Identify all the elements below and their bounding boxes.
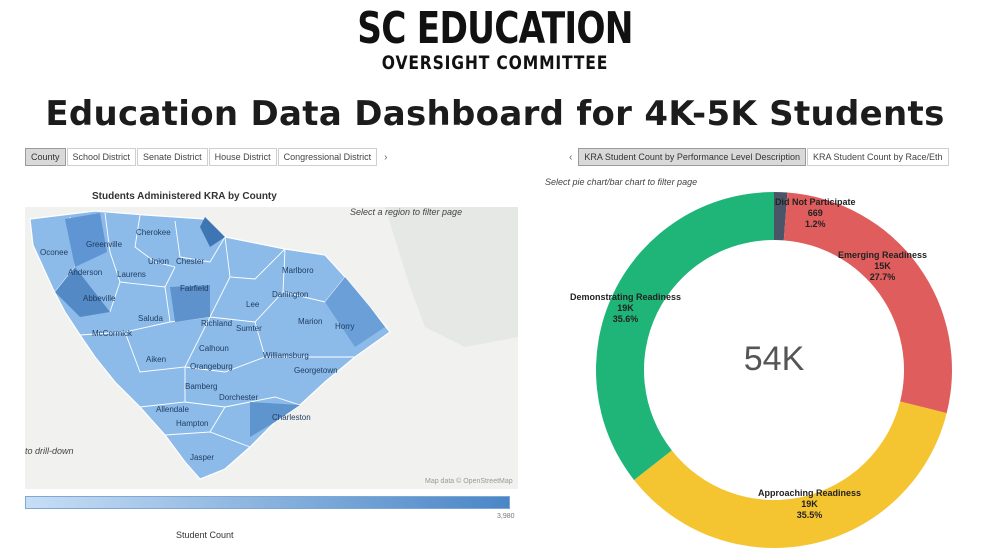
slice-label-demonstrating-readiness: Demonstrating Readiness 19K 35.6% [570, 292, 681, 325]
slice-label-name: Demonstrating Readiness [570, 292, 682, 302]
county-label-saluda: Saluda [138, 314, 163, 323]
tab-county[interactable]: County [25, 148, 66, 166]
logo-line-1: SC EDUCATION [357, 3, 633, 54]
county-label-marlboro: Marlboro [282, 266, 314, 275]
tab-house-district[interactable]: House District [208, 148, 277, 166]
county-label-horry: Horry [335, 322, 355, 331]
slice-label-percent: 35.5% [796, 510, 823, 520]
slice-label-count: 19K [801, 499, 818, 509]
south-carolina-shape [29, 210, 391, 480]
map-attribution: Map data © OpenStreetMap [425, 478, 513, 485]
county-label-charleston: Charleston [272, 413, 311, 422]
county-label-chester: Chester [176, 257, 205, 266]
county-richland-shade [170, 285, 210, 322]
tabs-next-arrow-icon[interactable]: › [384, 151, 388, 163]
logo-line-2: OVERSIGHT COMMITTEE [381, 52, 609, 74]
slice-label-name: Did Not Participate [775, 197, 856, 207]
tab-kra-by-race[interactable]: KRA Student Count by Race/Eth [806, 148, 949, 166]
drill-down-hint: to drill-down [25, 446, 74, 456]
pie-filter-hint: Select pie chart/bar chart to filter pag… [545, 177, 698, 187]
slice-label-emerging-readiness: Emerging Readiness 15K 27.7% [838, 250, 927, 283]
county-label-cherokee: Cherokee [136, 228, 171, 237]
slice-label-count: 15K [874, 261, 891, 271]
slice-label-did-not-participate: Did Not Participate 669 1.2% [775, 197, 856, 230]
map-title: Students Administered KRA by County [92, 191, 277, 202]
sc-education-logo: SC EDUCATION OVERSIGHT COMMITTEE [0, 3, 990, 75]
county-label-mccormick: McCormick [92, 329, 132, 338]
county-label-union: Union [148, 257, 169, 266]
county-label-williamsburg: Williamsburg [263, 351, 309, 360]
performance-level-donut-chart[interactable] [590, 186, 958, 550]
county-label-darlington: Darlington [272, 290, 309, 299]
tab-senate-district[interactable]: Senate District [137, 148, 208, 166]
county-label-dorchester: Dorchester [219, 393, 259, 402]
legend-max-value: 3,980 [497, 513, 515, 520]
county-horry-shade [325, 277, 385, 347]
county-label-sumter: Sumter [236, 324, 262, 333]
county-label-fairfield: Fairfield [180, 284, 209, 293]
county-map[interactable] [25, 207, 518, 489]
county-label-calhoun: Calhoun [199, 344, 229, 353]
county-label-anderson: Anderson [68, 268, 103, 277]
donut-slice-approaching-readiness[interactable] [634, 401, 947, 548]
county-label-laurens: Laurens [117, 270, 146, 279]
county-label-georgetown: Georgetown [294, 366, 338, 375]
county-label-richland: Richland [201, 319, 233, 328]
slice-label-percent: 27.7% [869, 272, 896, 282]
slice-label-count: 669 [807, 208, 823, 218]
county-label-oconee: Oconee [40, 248, 69, 257]
donut-center-total: 54K [743, 340, 805, 378]
legend-label: Student Count [176, 530, 234, 540]
county-charleston-shade [250, 402, 300, 437]
map-filter-hint: Select a region to filter page [350, 207, 463, 217]
county-label-bamberg: Bamberg [185, 382, 218, 391]
county-label-aiken: Aiken [146, 355, 167, 364]
slice-label-percent: 1.2% [805, 219, 826, 229]
tab-school-district[interactable]: School District [66, 148, 137, 166]
donut-slice-demonstrating-readiness[interactable] [596, 192, 774, 480]
county-map-svg [29, 207, 518, 480]
tabs-prev-arrow-icon[interactable]: ‹ [569, 151, 573, 163]
slice-label-name: Approaching Readiness [758, 488, 862, 498]
student-count-legend-bar [25, 496, 510, 509]
county-anderson-shade [55, 267, 110, 317]
slice-label-percent: 35.6% [612, 314, 639, 324]
geography-tabs: County School District Senate District H… [25, 148, 393, 166]
county-label-marion: Marion [298, 317, 323, 326]
county-label-lee: Lee [246, 300, 260, 309]
slice-label-approaching-readiness: Approaching Readiness 19K 35.5% [758, 488, 861, 521]
county-label-greenville: Greenville [86, 240, 123, 249]
chart-tabs: ‹ KRA Student Count by Performance Level… [563, 148, 965, 166]
county-label-hampton: Hampton [176, 419, 209, 428]
county-york-shade [200, 217, 225, 247]
slice-label-name: Emerging Readiness [838, 250, 928, 260]
donut-slice-emerging-readiness[interactable] [783, 192, 952, 414]
tab-kra-by-performance-level[interactable]: KRA Student Count by Performance Level D… [578, 148, 806, 166]
slice-label-count: 19K [617, 303, 634, 313]
tab-congressional-district[interactable]: Congressional District [277, 148, 378, 166]
map-ocean-shade [385, 207, 518, 347]
county-greenville-shade [65, 213, 107, 267]
county-label-orangeburg: Orangeburg [190, 362, 233, 371]
page-title: Education Data Dashboard for 4K-5K Stude… [45, 94, 945, 134]
county-label-allendale: Allendale [156, 405, 189, 414]
county-label-abbeville: Abbeville [83, 294, 116, 303]
donut-slice-did-not-participate[interactable] [774, 192, 788, 241]
county-label-jasper: Jasper [190, 453, 215, 462]
